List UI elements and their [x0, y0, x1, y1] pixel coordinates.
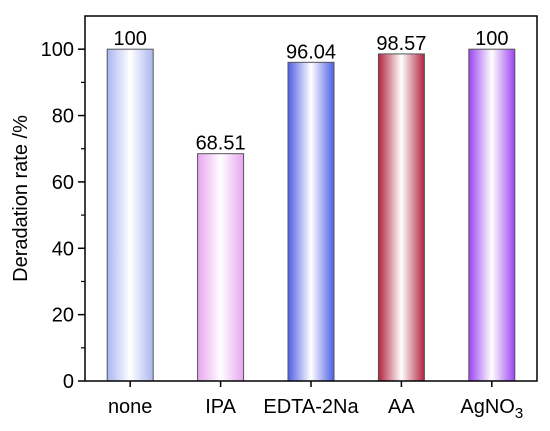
bar-edta-2na	[287, 61, 335, 382]
bar-ipa	[197, 153, 245, 382]
x-tick-label: none	[108, 396, 153, 418]
x-tick-label: EDTA-2Na	[263, 396, 359, 418]
y-axis-title: Deradation rate /%	[10, 115, 32, 282]
bar-none	[106, 48, 154, 382]
y-tick-label: 40	[52, 238, 74, 260]
data-label: 96.04	[286, 41, 336, 63]
y-tick-label: 20	[52, 305, 74, 327]
y-tick-label: 100	[41, 39, 74, 61]
plot-frame	[84, 15, 538, 382]
x-tick-label: AgNO3	[460, 396, 523, 422]
data-label: 100	[475, 28, 508, 50]
y-tick-label: 80	[52, 106, 74, 128]
data-label: 68.51	[196, 133, 246, 155]
data-label: 100	[114, 28, 147, 50]
bar-aa	[377, 53, 425, 382]
y-tick-label: 0	[63, 371, 74, 393]
x-tick-label: AA	[388, 396, 415, 418]
x-tick-label: IPA	[205, 396, 236, 418]
bar-agno3	[468, 48, 516, 382]
bars-group	[106, 48, 516, 382]
data-labels-group: 100 68.51 96.04 98.57 100	[114, 28, 509, 154]
y-tick-label: 60	[52, 172, 74, 194]
axes-group: none IPA EDTA-2Na AA AgNO3 0 20 40 60 80 100	[41, 15, 538, 422]
data-label: 98.57	[376, 33, 426, 55]
